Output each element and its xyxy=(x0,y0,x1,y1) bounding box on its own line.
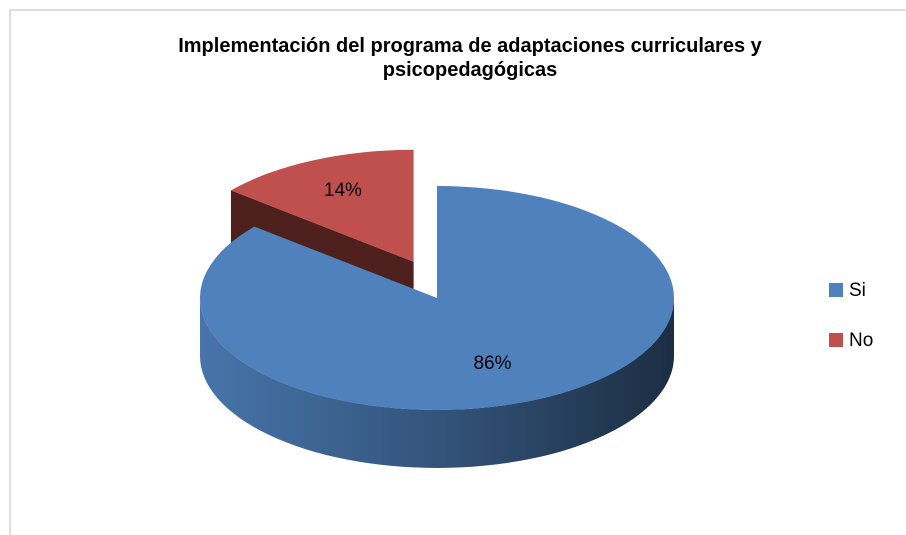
slice xyxy=(230,149,414,262)
legend-swatch xyxy=(829,333,843,347)
legend-label: Si xyxy=(849,280,866,301)
data-label: 14% xyxy=(324,180,362,201)
legend-swatch xyxy=(829,283,843,297)
data-label: 86% xyxy=(473,353,511,374)
legend-label: No xyxy=(849,330,873,351)
chart-title: Implementación del programa de adaptacio… xyxy=(178,35,762,81)
chart-frame xyxy=(9,9,906,535)
slice-wall-shade xyxy=(200,298,674,468)
slice xyxy=(199,186,674,410)
